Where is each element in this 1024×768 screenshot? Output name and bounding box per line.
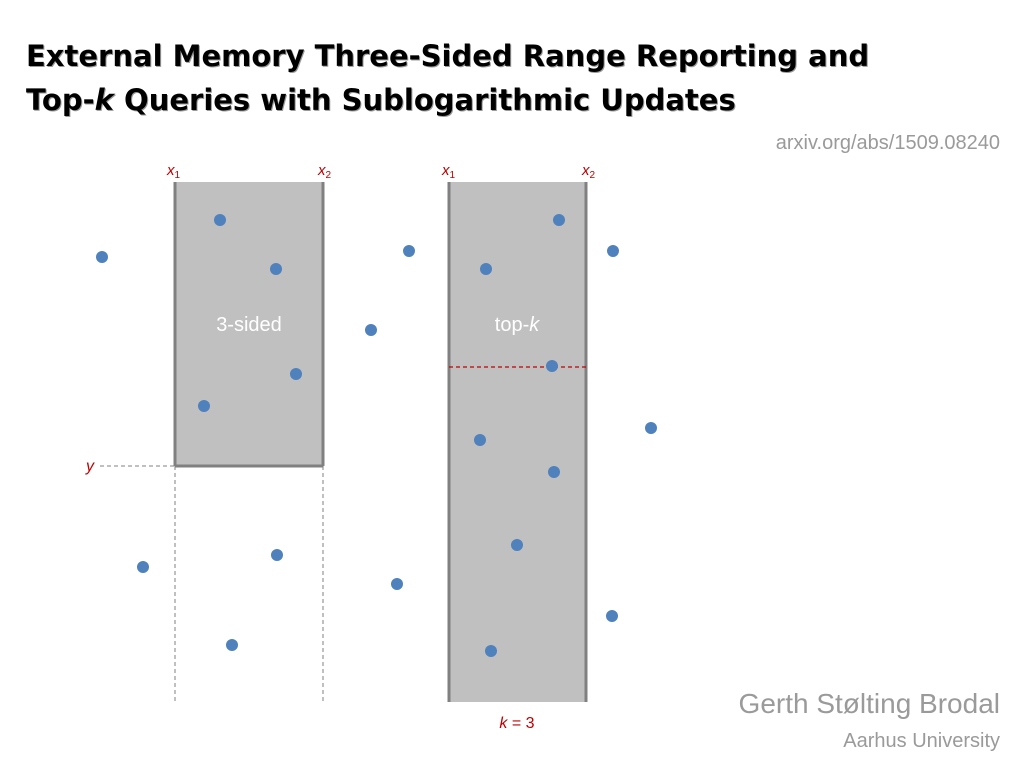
- title-line-2-suffix: Queries with Sublogarithmic Updates: [113, 83, 736, 117]
- point-set: [96, 214, 657, 657]
- point: [365, 324, 377, 336]
- right-x2-label: x2: [581, 162, 596, 181]
- point: [214, 214, 226, 226]
- point: [645, 422, 657, 434]
- left-x1-label: x1: [166, 162, 181, 181]
- title-line-2-k: k: [94, 83, 114, 117]
- top-k-label: top-k: [495, 314, 540, 336]
- point: [553, 214, 565, 226]
- slide-title: External Memory Three-Sided Range Report…: [26, 34, 1006, 122]
- right-x1-label: x1: [441, 162, 456, 181]
- point: [137, 561, 149, 573]
- point: [485, 645, 497, 657]
- k-equals-label: k = 3: [499, 715, 534, 732]
- left-x2-label: x2: [317, 162, 332, 181]
- three-sided-label: 3-sided: [216, 314, 282, 336]
- point: [290, 368, 302, 380]
- affiliation: Aarhus University: [843, 730, 1000, 752]
- author-name: Gerth Stølting Brodal: [738, 688, 1000, 719]
- y-label: y: [85, 458, 95, 475]
- point: [607, 245, 619, 257]
- point: [480, 263, 492, 275]
- point: [96, 251, 108, 263]
- top-k-region: [449, 182, 586, 702]
- point: [226, 639, 238, 651]
- point: [403, 245, 415, 257]
- title-line-2-prefix: Top-: [26, 83, 95, 117]
- point: [548, 466, 560, 478]
- point: [270, 263, 282, 275]
- point: [606, 610, 618, 622]
- arxiv-reference: arxiv.org/abs/1509.08240: [775, 132, 1000, 154]
- point: [546, 360, 558, 372]
- point: [198, 400, 210, 412]
- point: [391, 578, 403, 590]
- top-k-query: x1 x2 top-k k = 3: [441, 162, 596, 732]
- point: [271, 549, 283, 561]
- point: [474, 434, 486, 446]
- point: [511, 539, 523, 551]
- three-sided-query: x1 x2 y 3-sided: [85, 162, 332, 702]
- title-line-1: External Memory Three-Sided Range Report…: [26, 39, 870, 73]
- three-sided-region: [175, 182, 323, 465]
